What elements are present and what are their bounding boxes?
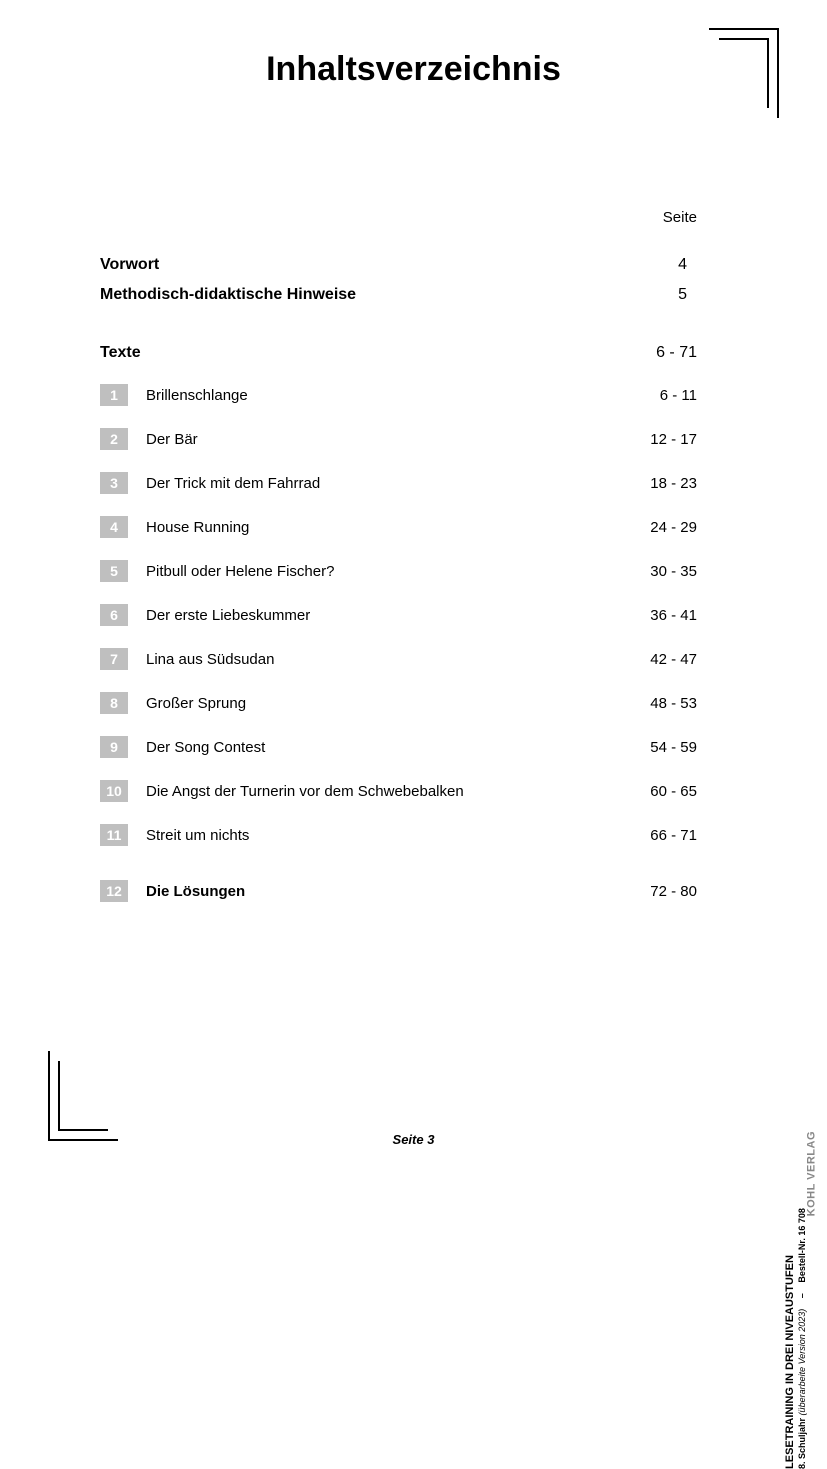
chapter-title: Der Bär [146,431,630,448]
toc-row: 11 Streit um nichts 66 - 71 [100,824,727,846]
chapter-title: Die Lösungen [146,883,630,900]
corner-decoration-bottom-left [48,1051,118,1141]
front-matter-page: 5 [678,286,687,304]
toc-row: 2 Der Bär 12 - 17 [100,428,727,450]
chapter-title: House Running [146,519,630,536]
chapter-page: 24 - 29 [650,519,697,536]
chapter-page: 18 - 23 [650,475,697,492]
chapter-number-box: 10 [100,780,128,802]
chapter-title: Die Angst der Turnerin vor dem Schwebeba… [146,783,630,800]
side-order-number: Bestell-Nr. 16 708 [797,1208,807,1283]
page: Inhaltsverzeichnis Seite Vorwort 4 Metho… [0,0,827,1169]
section-row: Texte 6 - 71 [100,344,727,362]
front-matter-page: 4 [678,256,687,274]
corner-decoration-top-right [709,28,779,118]
front-matter-row: Methodisch-didaktische Hinweise 5 [100,286,727,304]
chapter-title: Streit um nichts [146,827,630,844]
chapter-number-box: 9 [100,736,128,758]
chapter-page: 30 - 35 [650,563,697,580]
toc-row: 8 Großer Sprung 48 - 53 [100,692,727,714]
toc-row: 7 Lina aus Südsudan 42 - 47 [100,648,727,670]
toc-row: 5 Pitbull oder Helene Fischer? 30 - 35 [100,560,727,582]
page-title: Inhaltsverzeichnis [100,50,727,89]
chapter-number-box: 1 [100,384,128,406]
front-matter-title: Methodisch-didaktische Hinweise [100,286,356,304]
section-title: Texte [100,344,141,362]
side-version: (überarbeite Version 2023) [797,1309,807,1416]
chapter-title: Lina aus Südsudan [146,651,630,668]
column-header: Seite [100,209,727,226]
chapter-page: 36 - 41 [650,607,697,624]
chapter-number-box: 6 [100,604,128,626]
chapter-title: Der Song Contest [146,739,630,756]
toc-row: 9 Der Song Contest 54 - 59 [100,736,727,758]
side-subtitle: 8. Schuljahr (überarbeite Version 2023) … [797,1069,809,1469]
front-matter-title: Vorwort [100,256,159,274]
chapter-number-box: 5 [100,560,128,582]
chapter-number-box: 2 [100,428,128,450]
chapter-number-box: 4 [100,516,128,538]
toc-row: 3 Der Trick mit dem Fahrrad 18 - 23 [100,472,727,494]
chapter-page: 54 - 59 [650,739,697,756]
chapter-page: 66 - 71 [650,827,697,844]
chapter-title: Der erste Liebeskummer [146,607,630,624]
chapter-page: 60 - 65 [650,783,697,800]
side-grade: 8. Schuljahr [797,1418,807,1469]
side-metadata: LESETRAINING IN DREI NIVEAUSTUFEN 8. Sch… [783,1069,809,1469]
chapter-title: Der Trick mit dem Fahrrad [146,475,630,492]
chapter-page: 42 - 47 [650,651,697,668]
chapter-page: 72 - 80 [650,883,697,900]
chapter-number-box: 3 [100,472,128,494]
chapter-page: 12 - 17 [650,431,697,448]
section-page: 6 - 71 [656,344,697,362]
front-matter-row: Vorwort 4 [100,256,727,274]
chapter-title: Pitbull oder Helene Fischer? [146,563,630,580]
side-title: LESETRAINING IN DREI NIVEAUSTUFEN [783,1069,797,1469]
page-footer: Seite 3 [0,1132,827,1147]
chapter-number-box: 8 [100,692,128,714]
side-separator: – [797,1293,807,1298]
chapter-page: 48 - 53 [650,695,697,712]
toc-row: 4 House Running 24 - 29 [100,516,727,538]
page-column-label: Seite [663,209,697,226]
chapter-title: Großer Sprung [146,695,630,712]
chapter-number-box: 11 [100,824,128,846]
toc-row: 12 Die Lösungen 72 - 80 [100,880,727,902]
chapter-page: 6 - 11 [660,387,697,404]
chapter-number-box: 12 [100,880,128,902]
toc-row: 10 Die Angst der Turnerin vor dem Schweb… [100,780,727,802]
toc-row: 6 Der erste Liebeskummer 36 - 41 [100,604,727,626]
chapter-title: Brillenschlange [146,387,640,404]
chapter-number-box: 7 [100,648,128,670]
toc-row: 1 Brillenschlange 6 - 11 [100,384,727,406]
